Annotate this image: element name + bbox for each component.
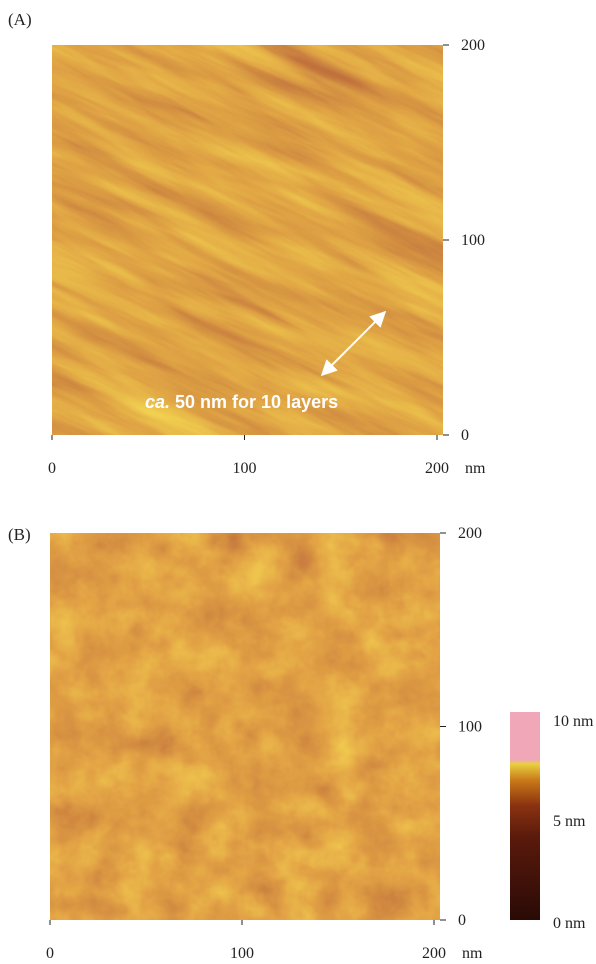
arrow	[320, 310, 387, 377]
x-unit: nm	[465, 460, 486, 477]
colorbar	[510, 712, 540, 920]
x-tick-label: 200	[425, 460, 449, 477]
x-tick-label: 100	[230, 945, 254, 962]
annotation: ca. 50 nm for 10 layers	[145, 392, 338, 412]
colorbar-label: 10 nm	[553, 713, 594, 730]
y-tick-label: 200	[458, 525, 482, 542]
annotation-text: 50 nm for 10 layers	[175, 392, 338, 412]
x-unit: nm	[462, 945, 483, 962]
x-tick-label: 0	[46, 945, 54, 962]
annotation-italic: ca.	[145, 392, 170, 412]
y-tick-label: 0	[461, 427, 469, 444]
x-tick-label: 0	[48, 460, 56, 477]
panel-label: (B)	[8, 525, 31, 544]
afm-image-b	[50, 533, 440, 920]
colorbar-label: 5 nm	[553, 813, 586, 830]
x-tick-label: 100	[233, 460, 257, 477]
y-tick-label: 0	[458, 912, 466, 929]
y-tick-label: 200	[461, 37, 485, 54]
y-tick-label: 100	[458, 719, 482, 736]
panel-label: (A)	[8, 10, 32, 29]
x-tick-label: 200	[422, 945, 446, 962]
y-tick-label: 100	[461, 232, 485, 249]
afm-image-a	[51, 45, 443, 436]
colorbar-label: 0 nm	[553, 915, 586, 932]
